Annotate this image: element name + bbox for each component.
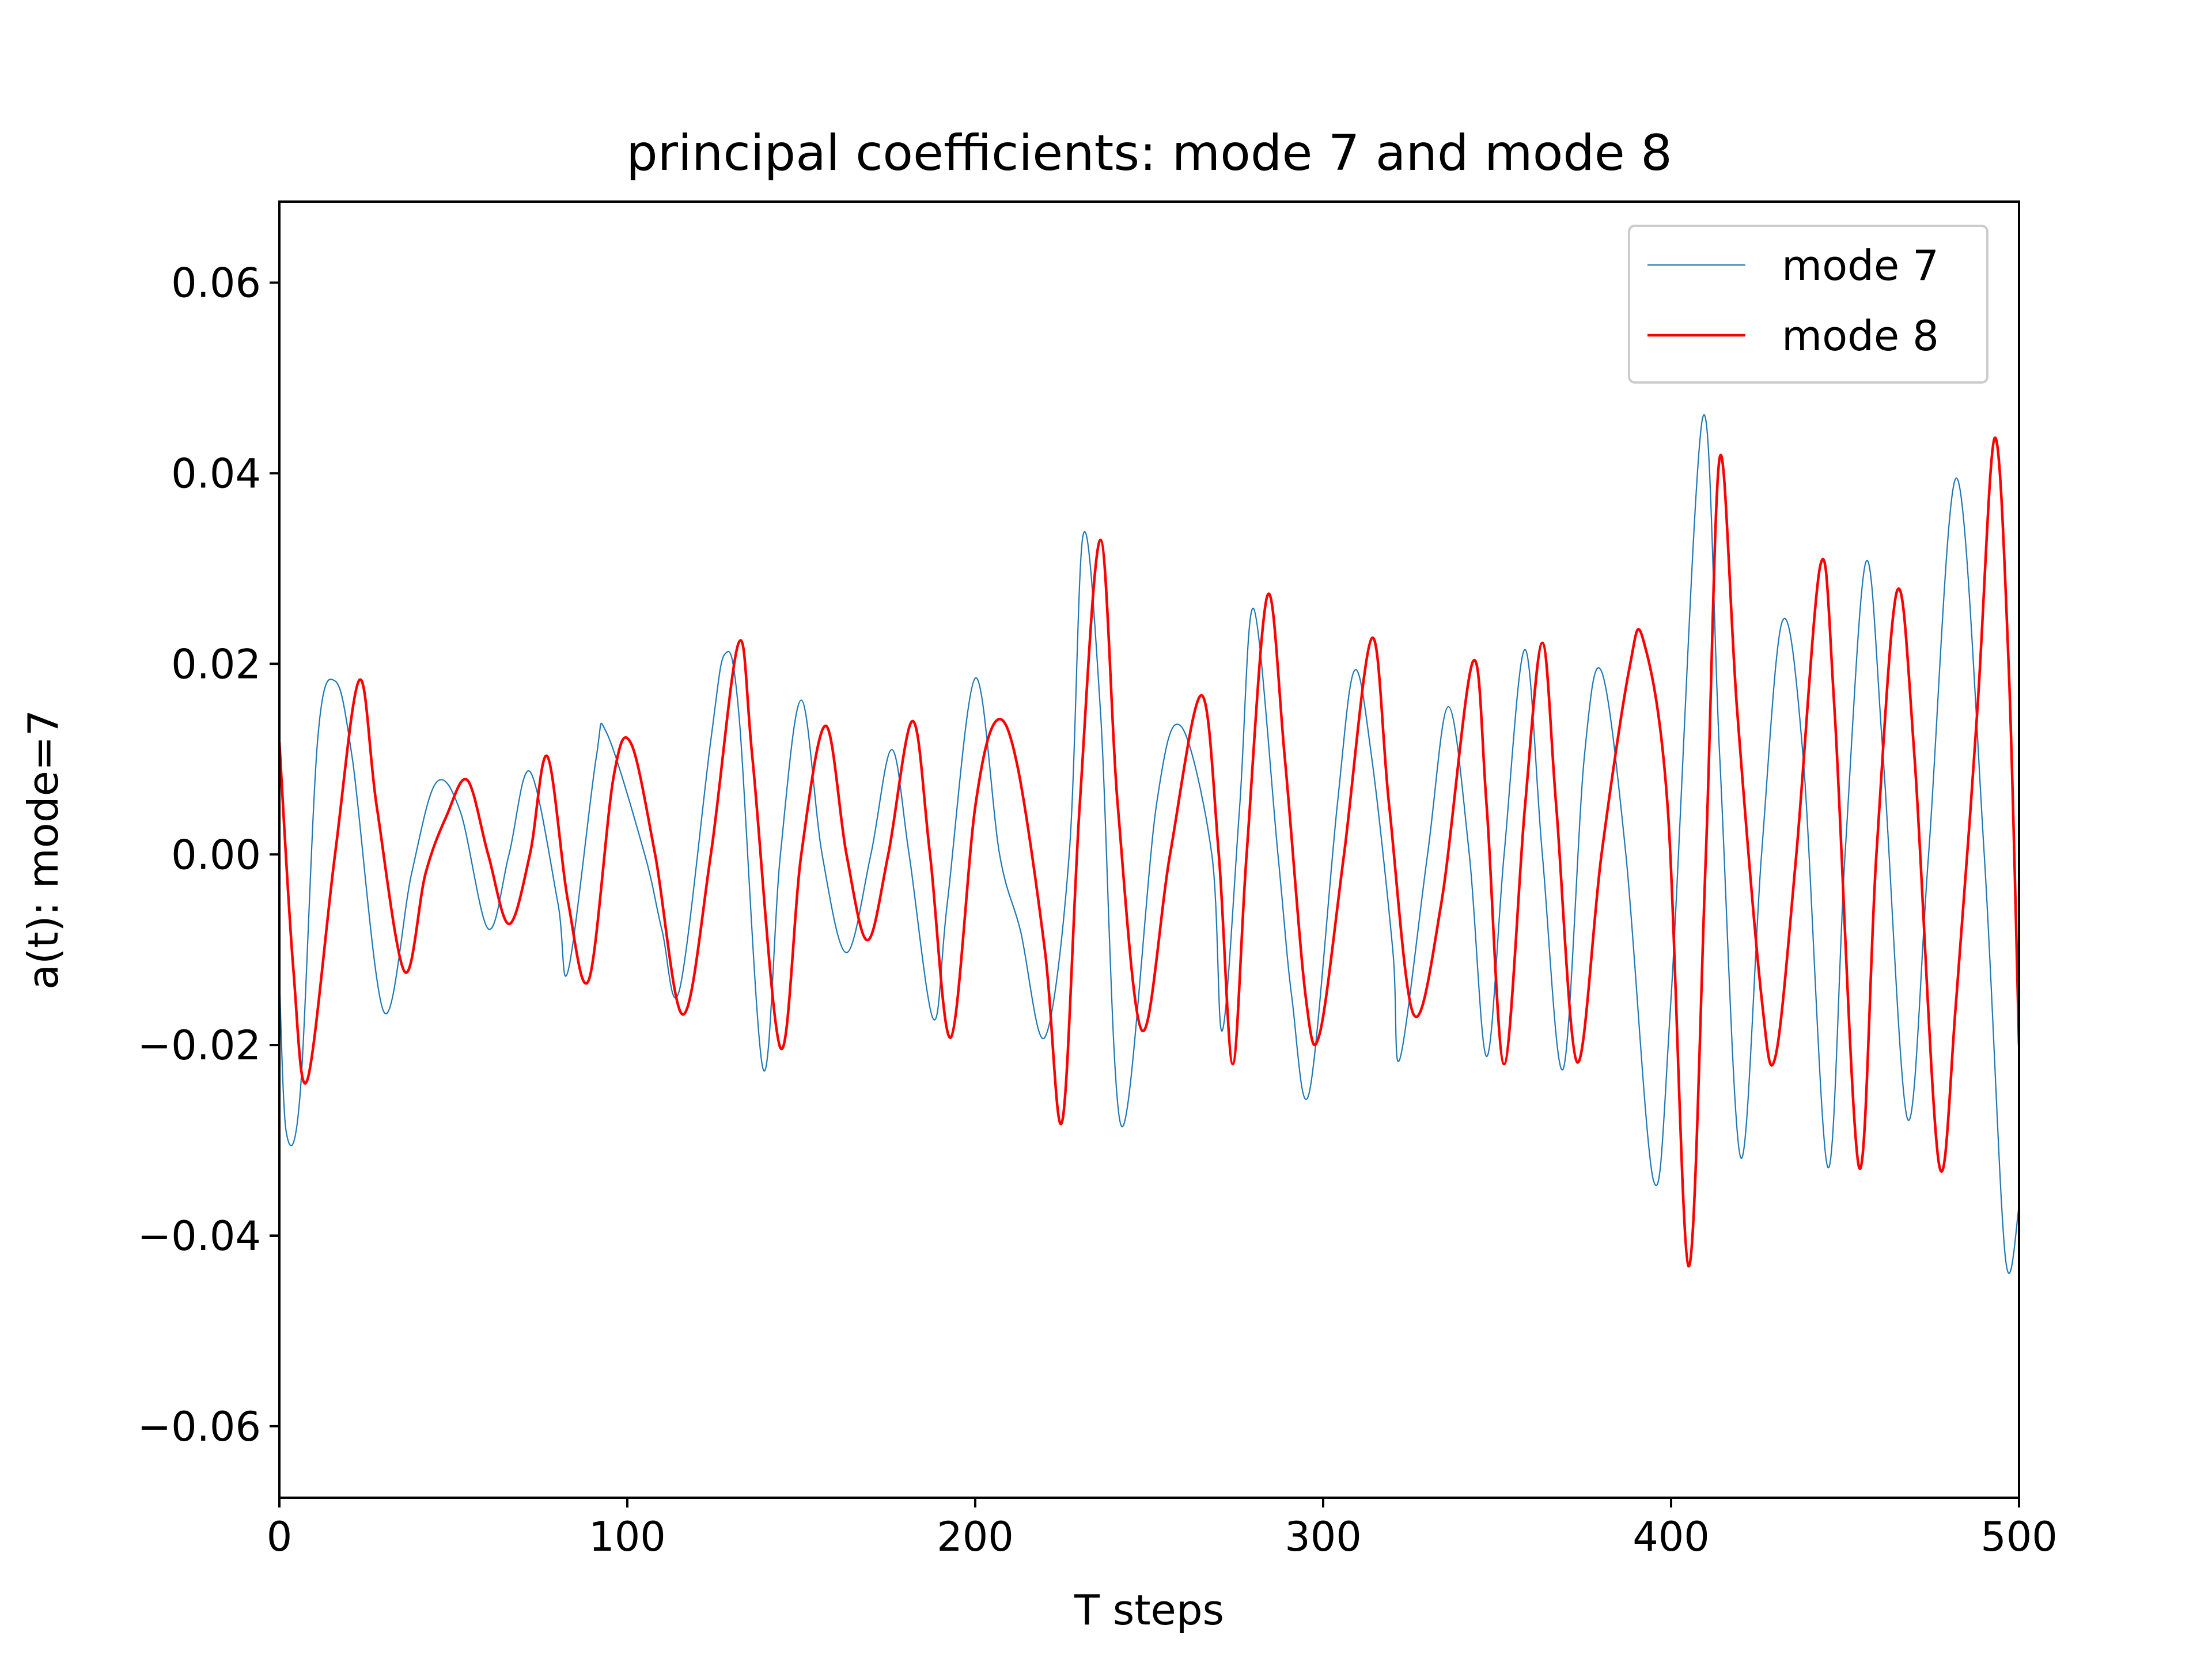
plot-frame: [278, 200, 2020, 1499]
legend-label: mode 8: [1782, 312, 1939, 360]
x-tick-label: 0: [267, 1513, 293, 1560]
series-layer: [279, 414, 2019, 1274]
chart-title: principal coefficients: mode 7 and mode …: [626, 124, 1672, 182]
y-tick-label: 0.06: [171, 260, 261, 307]
x-tick-label: 500: [1980, 1513, 2058, 1560]
x-tick-label: 100: [589, 1513, 666, 1560]
y-axis-ticks: −0.06 −0.04 −0.02 0.00 0.02 0.04 0.06: [137, 260, 279, 1450]
y-tick-label: −0.06: [137, 1403, 261, 1450]
y-tick-label: −0.04: [137, 1213, 261, 1260]
y-tick-label: 0.02: [171, 641, 261, 688]
x-axis-ticks: 0 100 200 300 400 500: [267, 1498, 2058, 1560]
x-tick-label: 200: [937, 1513, 1014, 1560]
y-tick-label: −0.02: [137, 1022, 261, 1069]
legend: mode 7 mode 8: [1628, 225, 1988, 384]
y-tick-label: 0.00: [171, 831, 261, 878]
legend-label: mode 7: [1782, 241, 1939, 290]
x-tick-label: 300: [1285, 1513, 1362, 1560]
series-line-mode-8: [279, 436, 2019, 1268]
y-axis-label: a(t): mode=7: [19, 710, 67, 990]
series-line-mode-7: [279, 414, 2019, 1274]
x-axis-label: T steps: [1074, 1586, 1224, 1634]
y-tick-label: 0.04: [171, 450, 261, 498]
x-tick-label: 400: [1633, 1513, 1710, 1560]
